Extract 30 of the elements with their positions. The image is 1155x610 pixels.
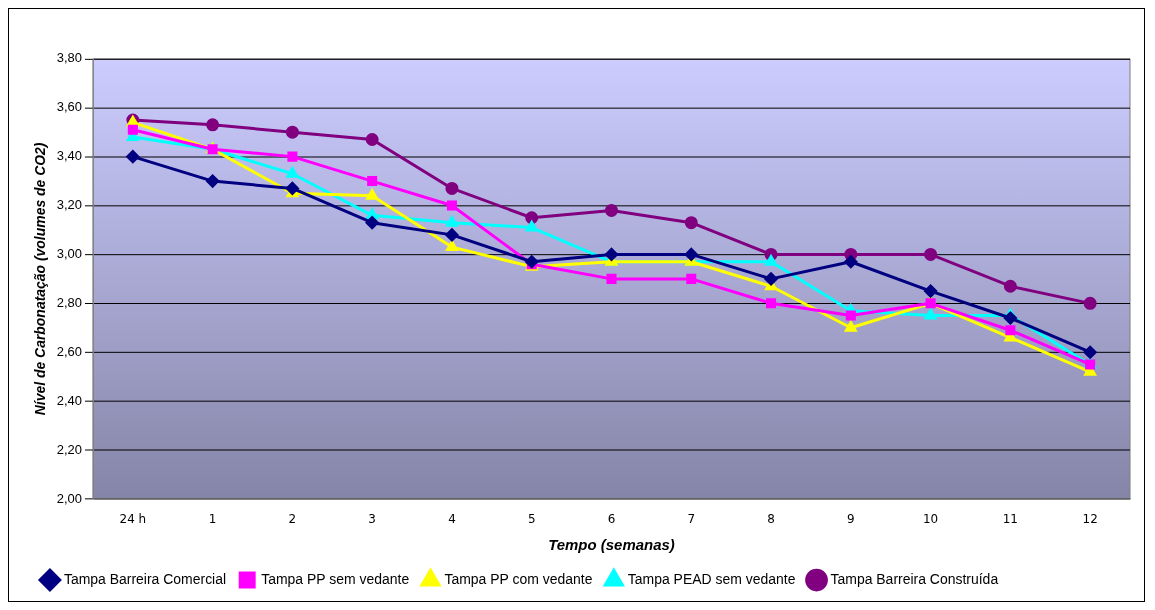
x-tick-label: 3 — [368, 512, 376, 527]
y-tick-label: 3,20 — [56, 197, 82, 213]
legend-label: Tampa Barreira Comercial — [63, 570, 227, 587]
x-tick-label: 11 — [1002, 512, 1018, 527]
x-tick-label: 9 — [847, 512, 855, 527]
x-tick-label: 7 — [687, 512, 696, 527]
y-tick-label: 2,20 — [56, 441, 82, 457]
x-tick-label: 10 — [922, 512, 939, 527]
y-tick-label: 3,00 — [56, 246, 82, 261]
legend-label: Tampa PEAD sem vedante — [627, 570, 796, 587]
y-axis-title: Nível de Carbonatação (volumes de CO2) — [32, 142, 49, 416]
legend-label: Tampa Barreira Construída — [830, 570, 999, 587]
y-tick-label: 3,40 — [56, 148, 82, 164]
x-tick-label: 4 — [448, 512, 456, 527]
legend-label: Tampa PP sem vedante — [261, 570, 410, 587]
x-tick-label: 6 — [607, 512, 616, 527]
y-tick-label: 3,60 — [56, 99, 82, 115]
y-tick-label: 3,80 — [56, 50, 82, 66]
x-tick-label: 8 — [767, 512, 775, 527]
x-tick-label: 2 — [288, 512, 297, 527]
y-tick-label: 2,80 — [56, 294, 82, 310]
x-tick-label: 5 — [527, 512, 536, 527]
x-tick-label: 1 — [208, 512, 217, 527]
x-tick-label: 12 — [1082, 512, 1098, 527]
legend-label: Tampa PP com vedante — [444, 570, 593, 587]
y-tick-label: 2,40 — [56, 392, 82, 408]
y-tick-label: 2,00 — [56, 490, 82, 506]
x-axis-title: Tempo (semanas) — [548, 536, 675, 554]
x-tick-label: 24 h — [119, 512, 147, 527]
y-tick-label: 2,60 — [56, 343, 82, 359]
